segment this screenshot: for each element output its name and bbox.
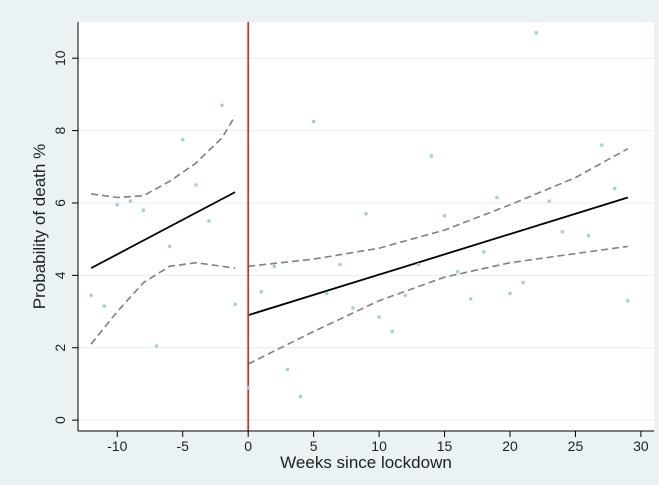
data-point xyxy=(246,385,250,390)
data-point xyxy=(115,202,120,207)
data-point xyxy=(167,244,172,249)
data-point xyxy=(455,269,460,274)
y-tick-label: 6 xyxy=(52,199,68,207)
data-point xyxy=(390,329,394,334)
data-point xyxy=(508,291,512,296)
data-point xyxy=(285,367,290,372)
data-point xyxy=(89,293,93,298)
x-tick-label: -5 xyxy=(177,438,190,454)
x-tick-label: 30 xyxy=(633,438,649,454)
y-axis-label: Probability of death % xyxy=(30,144,49,309)
gridlines xyxy=(78,57,654,421)
data-point xyxy=(626,298,630,303)
data-point xyxy=(403,293,408,298)
data-point xyxy=(586,233,591,238)
data-point xyxy=(180,137,185,142)
data-point xyxy=(259,289,264,294)
data-point xyxy=(194,183,198,187)
data-point xyxy=(128,199,133,203)
data-point xyxy=(534,31,538,35)
data-point xyxy=(311,119,316,124)
plot-background xyxy=(78,22,654,431)
ci-band-pre-lower xyxy=(90,261,236,345)
data-point xyxy=(272,264,277,269)
data-point xyxy=(154,344,159,348)
data-point xyxy=(207,219,211,223)
data-point xyxy=(338,262,342,267)
x-tick-label: 5 xyxy=(310,438,318,454)
x-tick-label: 15 xyxy=(437,438,453,454)
data-point xyxy=(141,208,146,213)
ci-band-post-upper xyxy=(248,147,629,268)
y-tick-label: 10 xyxy=(52,50,68,66)
x-tick-label: 10 xyxy=(371,438,387,454)
ci-band-post-lower xyxy=(247,245,628,365)
data-point xyxy=(416,262,421,267)
fit-lines xyxy=(90,191,629,317)
data-points xyxy=(89,31,630,399)
y-axis-ticks: 0 2 4 6 8 10 xyxy=(52,50,78,424)
data-point xyxy=(364,212,368,216)
data-point xyxy=(324,291,329,296)
data-point xyxy=(599,143,604,147)
y-tick-label: 2 xyxy=(52,344,68,352)
data-point xyxy=(351,306,355,310)
y-tick-label: 4 xyxy=(52,271,68,279)
data-point xyxy=(468,297,473,301)
data-point xyxy=(102,304,106,308)
x-tick-label: 0 xyxy=(244,438,252,454)
data-point xyxy=(547,199,552,203)
data-point xyxy=(560,230,565,234)
data-point xyxy=(220,103,224,108)
x-tick-label: 20 xyxy=(502,438,518,454)
x-axis-label: Weeks since lockdown xyxy=(280,453,452,472)
fit-line-post xyxy=(247,196,629,317)
x-tick-label: -10 xyxy=(107,438,127,454)
data-point xyxy=(298,394,303,399)
data-point xyxy=(521,280,525,285)
data-point xyxy=(233,302,237,307)
confidence-bands xyxy=(90,115,629,365)
y-tick-label: 8 xyxy=(52,126,68,134)
x-axis-ticks: -10 -5 0 5 10 15 20 25 30 xyxy=(107,431,649,454)
data-point xyxy=(429,154,434,158)
data-point xyxy=(612,186,617,191)
ci-band-pre-upper xyxy=(90,115,236,199)
fit-line-pre xyxy=(90,191,236,269)
x-tick-label: 25 xyxy=(568,438,584,454)
data-point xyxy=(495,195,499,200)
data-point xyxy=(442,213,447,218)
data-point xyxy=(482,250,486,254)
data-point xyxy=(377,315,381,319)
y-tick-label: 0 xyxy=(52,416,68,424)
